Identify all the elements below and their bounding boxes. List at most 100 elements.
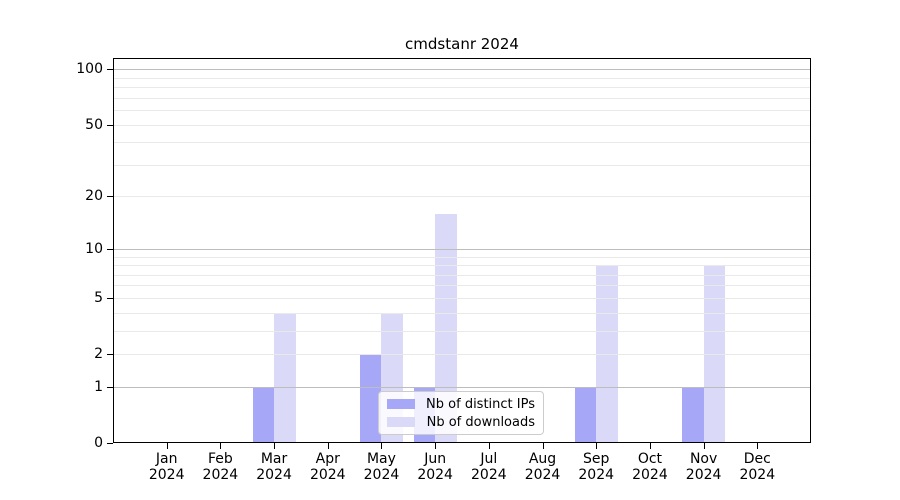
bar-downloads-nov	[703, 265, 726, 443]
month-label: Jan	[155, 451, 178, 467]
x-tick	[649, 443, 651, 449]
y-gridline-minor	[113, 124, 811, 126]
x-tick	[166, 443, 168, 449]
y-tick-label: 2	[94, 346, 103, 363]
x-tick	[274, 443, 276, 449]
x-tick	[757, 443, 759, 449]
y-gridline-minor	[113, 87, 811, 89]
bar-ips-sep	[574, 386, 597, 443]
x-tick-label-apr: Apr 2024	[293, 451, 363, 483]
month-label: May	[366, 451, 396, 467]
x-tick	[381, 443, 383, 449]
bar-ips-mar	[252, 386, 275, 443]
y-tick-label: 20	[85, 188, 103, 205]
y-gridline-minor	[113, 285, 811, 287]
x-tick-label-may: May 2024	[346, 451, 416, 483]
year-label: 2024	[417, 467, 453, 483]
month-label: Feb	[207, 451, 233, 467]
x-tick-label-sep: Sep 2024	[561, 451, 631, 483]
legend: Nb of distinct IPs Nb of downloads	[378, 391, 544, 435]
x-tick	[327, 443, 329, 449]
y-gridline-major	[113, 69, 811, 71]
bar-downloads-mar	[274, 312, 296, 443]
bar-ips-nov	[682, 386, 704, 443]
year-label: 2024	[256, 467, 292, 483]
year-label: 2024	[524, 467, 561, 483]
y-tick-label: 1	[94, 378, 103, 395]
y-gridline-minor	[113, 256, 811, 258]
year-label: 2024	[471, 467, 507, 483]
y-gridline-minor	[113, 297, 811, 299]
legend-swatch-downloads	[387, 417, 415, 427]
x-tick-label-mar: Mar 2024	[239, 451, 309, 483]
year-label: 2024	[148, 467, 185, 483]
legend-entry-distinct-ips: Nb of distinct IPs	[387, 396, 535, 412]
y-gridline-minor	[113, 330, 811, 332]
month-label: Aug	[528, 451, 557, 467]
x-tick-label-jul: Jul 2024	[454, 451, 524, 483]
y-gridline-minor	[113, 312, 811, 314]
month-label: Jul	[480, 451, 498, 467]
y-tick-label: 100	[76, 61, 103, 78]
year-label: 2024	[739, 467, 776, 483]
legend-entry-downloads: Nb of downloads	[387, 414, 535, 430]
y-gridline-minor	[113, 265, 811, 267]
month-label: Oct	[637, 451, 663, 467]
x-tick-label-feb: Feb 2024	[185, 451, 255, 483]
bar-downloads-jun	[435, 213, 457, 443]
legend-swatch-distinct-ips	[387, 399, 415, 409]
year-label: 2024	[685, 467, 722, 483]
chart-title: cmdstanr 2024	[405, 35, 519, 53]
x-tick	[220, 443, 222, 449]
x-tick-label-jan: Jan 2024	[132, 451, 202, 483]
y-tick-label: 50	[85, 116, 103, 133]
y-tick	[107, 248, 113, 250]
y-gridline-minor	[113, 110, 811, 112]
year-label: 2024	[578, 467, 615, 483]
month-label: Mar	[260, 451, 288, 467]
y-gridline-minor	[113, 196, 811, 198]
x-tick-label-nov: Nov 2024	[669, 451, 739, 483]
x-tick-label-dec: Dec 2024	[722, 451, 792, 483]
month-label: Sep	[583, 451, 610, 467]
legend-label-distinct-ips: Nb of distinct IPs	[426, 396, 535, 412]
y-tick	[107, 443, 113, 444]
x-tick	[435, 443, 437, 449]
year-label: 2024	[632, 467, 668, 483]
x-tick-label-jun: Jun 2024	[400, 451, 470, 483]
y-gridline-minor	[113, 142, 811, 144]
y-tick	[107, 354, 113, 356]
month-label: Jun	[424, 451, 447, 467]
x-tick-label-aug: Aug 2024	[508, 451, 578, 483]
x-tick	[596, 443, 598, 449]
x-tick	[703, 443, 705, 449]
y-tick	[107, 69, 113, 71]
y-tick	[107, 124, 113, 126]
legend-label-downloads: Nb of downloads	[426, 414, 535, 430]
y-gridline-minor	[113, 77, 811, 79]
y-gridline-minor	[113, 354, 811, 356]
x-tick	[542, 443, 544, 449]
y-tick-label: 10	[85, 240, 103, 257]
year-label: 2024	[309, 467, 346, 483]
y-tick	[107, 386, 113, 388]
x-tick-label-oct: Oct 2024	[615, 451, 685, 483]
y-tick	[107, 297, 113, 299]
month-label: Dec	[743, 451, 771, 467]
bar-ips-may	[359, 354, 382, 443]
y-gridline-minor	[113, 164, 811, 166]
year-label: 2024	[202, 467, 239, 483]
y-tick-label: 5	[94, 289, 103, 306]
bar-downloads-sep	[596, 265, 618, 443]
y-tick-label: 0	[94, 435, 103, 451]
y-gridline-major	[113, 386, 811, 388]
year-label: 2024	[363, 467, 400, 483]
y-tick	[107, 196, 113, 198]
y-gridline-minor	[113, 274, 811, 276]
month-label: Nov	[689, 451, 718, 467]
month-label: Apr	[315, 451, 340, 467]
x-tick	[488, 443, 490, 449]
y-gridline-major	[113, 248, 811, 250]
y-gridline-minor	[113, 97, 811, 99]
